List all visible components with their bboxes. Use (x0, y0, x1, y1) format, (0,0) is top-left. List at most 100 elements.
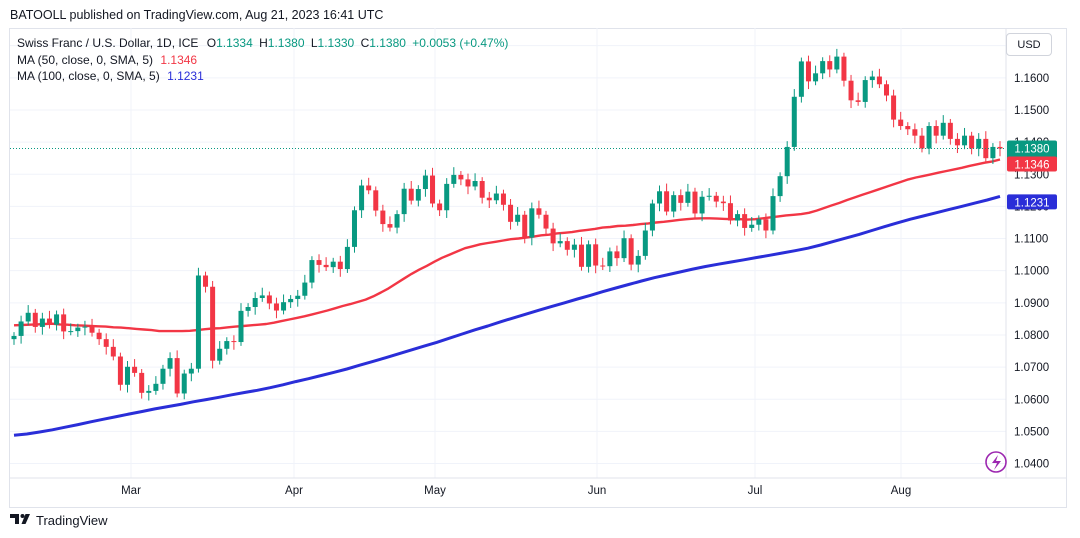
candle (628, 234, 634, 271)
candle-body (699, 196, 705, 214)
candle (876, 68, 882, 89)
candle (408, 181, 414, 205)
candle (898, 111, 904, 130)
footer-brand: TradingView (10, 513, 108, 528)
candle (642, 222, 648, 260)
high-label: H (259, 36, 268, 50)
candle-body (891, 95, 897, 120)
candle (195, 267, 201, 373)
candle-body (351, 210, 357, 247)
candle-body (657, 191, 663, 204)
candle-body (628, 238, 634, 265)
ma100-value: 1.1231 (167, 69, 204, 83)
candle-body (834, 56, 840, 70)
candle-body (976, 138, 982, 149)
candle-body (529, 208, 535, 238)
y-tick-label: 1.0900 (1014, 298, 1049, 310)
candle (884, 80, 890, 102)
candle (848, 74, 854, 109)
candle-body (46, 318, 52, 325)
candle-body (635, 255, 641, 265)
candle-body (252, 298, 258, 307)
candle-body (727, 203, 733, 221)
candle-body (373, 190, 379, 211)
candle (550, 222, 556, 252)
candle-body (323, 264, 329, 268)
candle (543, 210, 549, 235)
candle (430, 167, 436, 208)
candle (181, 369, 187, 400)
candle-body (231, 341, 237, 343)
candle (32, 308, 38, 333)
candle-body (401, 188, 407, 215)
candle (224, 337, 230, 355)
candle (479, 177, 485, 204)
y-tick-label: 1.1000 (1014, 266, 1049, 278)
candle-body (990, 146, 996, 159)
candle-body (408, 188, 414, 201)
candle-body (68, 331, 74, 333)
candle-body (919, 135, 925, 149)
close-value: 1.1380 (369, 36, 406, 50)
candle (657, 185, 663, 212)
candle-body (742, 214, 748, 228)
candle (635, 250, 641, 273)
x-tick-label: Mar (121, 485, 141, 497)
candle-body (430, 175, 436, 204)
candle-body (394, 214, 400, 228)
candle-body (571, 244, 577, 250)
candle-body (479, 181, 485, 198)
candle (692, 187, 698, 220)
candle (351, 206, 357, 253)
high-value: 1.1380 (267, 36, 305, 50)
candle (805, 55, 811, 90)
candle (784, 141, 790, 184)
candle (891, 89, 897, 128)
candle-body (387, 224, 393, 228)
candle-body (139, 372, 145, 393)
candle-body (954, 138, 960, 146)
candle (18, 315, 24, 344)
candle (564, 237, 570, 256)
candle (281, 294, 287, 315)
candle (940, 115, 946, 140)
chart-frame (9, 28, 1067, 508)
candle-body (905, 126, 911, 130)
candle-body (39, 318, 45, 327)
candle (380, 204, 386, 232)
publish-info: BATOOLL published on TradingView.com, Au… (10, 8, 384, 22)
candle (422, 169, 428, 197)
candle-body (912, 129, 918, 136)
candle (671, 191, 677, 218)
candle-body (813, 73, 819, 82)
candle (160, 364, 166, 390)
candle-body (124, 366, 130, 385)
currency-button[interactable]: USD (1006, 33, 1052, 56)
lightning-icon[interactable] (985, 451, 1007, 473)
candle (869, 70, 875, 88)
candle (933, 120, 939, 144)
candle (217, 341, 223, 365)
candle-body (25, 312, 31, 322)
candle (493, 185, 499, 205)
candle (798, 57, 804, 103)
candle (259, 287, 265, 302)
candle (742, 208, 748, 236)
candle (905, 122, 911, 136)
candle-body (969, 135, 975, 149)
candle (557, 233, 563, 248)
candle (649, 199, 655, 237)
candle-body (82, 326, 88, 328)
candle (735, 210, 741, 227)
candle (472, 173, 478, 191)
ma50-value: 1.1346 (160, 52, 198, 67)
candle-body (876, 76, 882, 85)
candle (593, 238, 599, 274)
candle (68, 323, 74, 336)
candle-body (614, 251, 620, 259)
candle-body (841, 56, 847, 81)
candle (862, 76, 868, 108)
candle (110, 339, 116, 361)
candle (954, 133, 960, 154)
